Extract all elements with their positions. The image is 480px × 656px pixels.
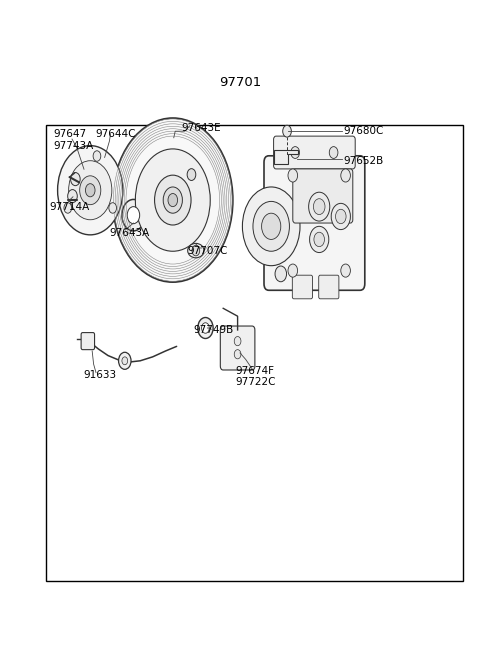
Circle shape xyxy=(127,207,140,224)
Circle shape xyxy=(331,203,350,230)
FancyBboxPatch shape xyxy=(293,169,353,223)
FancyBboxPatch shape xyxy=(220,326,255,370)
Circle shape xyxy=(262,213,281,239)
Text: 97644C: 97644C xyxy=(95,129,135,140)
Circle shape xyxy=(291,146,300,158)
Polygon shape xyxy=(274,150,298,164)
Circle shape xyxy=(122,357,128,365)
Circle shape xyxy=(336,209,346,224)
Text: 97652B: 97652B xyxy=(343,155,384,166)
Circle shape xyxy=(135,149,210,251)
Circle shape xyxy=(329,146,338,158)
Circle shape xyxy=(341,169,350,182)
Circle shape xyxy=(192,245,200,256)
Circle shape xyxy=(187,169,196,180)
Circle shape xyxy=(283,125,291,137)
Text: 97643E: 97643E xyxy=(181,123,221,133)
Circle shape xyxy=(310,226,329,253)
Circle shape xyxy=(234,350,241,359)
Circle shape xyxy=(71,173,80,186)
FancyBboxPatch shape xyxy=(319,276,339,299)
Circle shape xyxy=(155,175,191,225)
Text: 97674F: 97674F xyxy=(235,365,274,376)
Text: 97749B: 97749B xyxy=(193,325,234,335)
Circle shape xyxy=(58,146,123,235)
Circle shape xyxy=(163,187,182,213)
Circle shape xyxy=(64,203,72,213)
Text: 97643A: 97643A xyxy=(109,228,150,238)
Circle shape xyxy=(242,187,300,266)
Circle shape xyxy=(234,337,241,346)
Circle shape xyxy=(341,264,350,277)
Circle shape xyxy=(288,264,298,277)
Circle shape xyxy=(68,190,77,203)
FancyBboxPatch shape xyxy=(264,156,365,290)
Circle shape xyxy=(85,184,95,197)
Circle shape xyxy=(119,352,131,369)
FancyBboxPatch shape xyxy=(81,333,95,350)
Circle shape xyxy=(198,318,213,338)
Text: 97707C: 97707C xyxy=(187,245,228,256)
Text: 97722C: 97722C xyxy=(235,377,276,387)
Ellipse shape xyxy=(188,243,204,258)
Circle shape xyxy=(253,201,289,251)
Text: 97714A: 97714A xyxy=(49,201,89,212)
Circle shape xyxy=(309,192,330,221)
Circle shape xyxy=(80,176,101,205)
Circle shape xyxy=(275,266,287,282)
FancyBboxPatch shape xyxy=(292,276,312,299)
Text: 91633: 91633 xyxy=(83,370,116,380)
Circle shape xyxy=(202,323,209,333)
Text: 97680C: 97680C xyxy=(343,126,384,136)
Circle shape xyxy=(109,203,117,213)
Text: 97701: 97701 xyxy=(219,75,261,89)
Circle shape xyxy=(168,194,178,207)
Circle shape xyxy=(69,161,112,220)
Circle shape xyxy=(313,199,325,215)
Circle shape xyxy=(113,118,233,282)
Text: 97743A: 97743A xyxy=(54,141,94,152)
Circle shape xyxy=(93,151,101,161)
Text: 97647: 97647 xyxy=(54,129,87,140)
Bar xyxy=(46,125,463,581)
Circle shape xyxy=(288,169,298,182)
Circle shape xyxy=(314,232,324,247)
Circle shape xyxy=(122,199,145,231)
FancyBboxPatch shape xyxy=(274,136,355,169)
